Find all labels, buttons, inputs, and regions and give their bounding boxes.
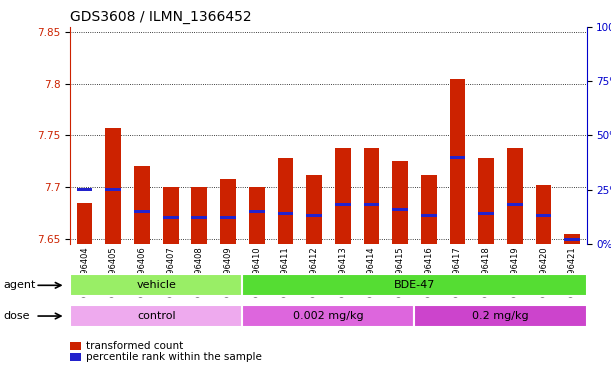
Text: percentile rank within the sample: percentile rank within the sample: [86, 352, 262, 362]
Bar: [478, 158, 494, 244]
Bar: [106, 188, 121, 191]
Bar: [191, 216, 207, 219]
Bar: [77, 188, 92, 191]
Text: dose: dose: [3, 311, 29, 321]
Bar: [243, 274, 587, 296]
Bar: [536, 214, 551, 217]
Bar: [277, 212, 293, 215]
Bar: [77, 202, 92, 244]
Text: BDE-47: BDE-47: [393, 280, 435, 290]
Bar: [536, 185, 551, 244]
Bar: [106, 128, 121, 244]
Bar: [70, 305, 243, 327]
Bar: [134, 166, 150, 244]
Bar: [191, 187, 207, 244]
Text: control: control: [137, 311, 175, 321]
Bar: [421, 214, 437, 217]
Text: agent: agent: [3, 280, 35, 290]
Bar: [392, 161, 408, 244]
Bar: [450, 79, 466, 244]
Bar: [220, 216, 236, 219]
Text: GDS3608 / ILMN_1366452: GDS3608 / ILMN_1366452: [70, 10, 252, 25]
Text: 0.2 mg/kg: 0.2 mg/kg: [472, 311, 529, 321]
Bar: [335, 203, 351, 206]
Bar: [565, 233, 580, 244]
Bar: [163, 187, 178, 244]
Bar: [507, 203, 523, 206]
Bar: [220, 179, 236, 244]
Bar: [478, 212, 494, 215]
Bar: [335, 148, 351, 244]
Bar: [70, 274, 243, 296]
Bar: [277, 158, 293, 244]
Bar: [421, 175, 437, 244]
Bar: [414, 305, 587, 327]
Bar: [392, 208, 408, 211]
Bar: [364, 148, 379, 244]
Bar: [306, 214, 322, 217]
Bar: [364, 203, 379, 206]
Bar: [249, 210, 265, 213]
Bar: [249, 187, 265, 244]
Bar: [565, 238, 580, 241]
Text: vehicle: vehicle: [136, 280, 176, 290]
Bar: [507, 148, 523, 244]
Bar: [306, 175, 322, 244]
Bar: [134, 210, 150, 213]
Bar: [163, 216, 178, 219]
Bar: [450, 156, 466, 159]
Text: 0.002 mg/kg: 0.002 mg/kg: [293, 311, 364, 321]
Bar: [243, 305, 414, 327]
Text: transformed count: transformed count: [86, 341, 183, 351]
